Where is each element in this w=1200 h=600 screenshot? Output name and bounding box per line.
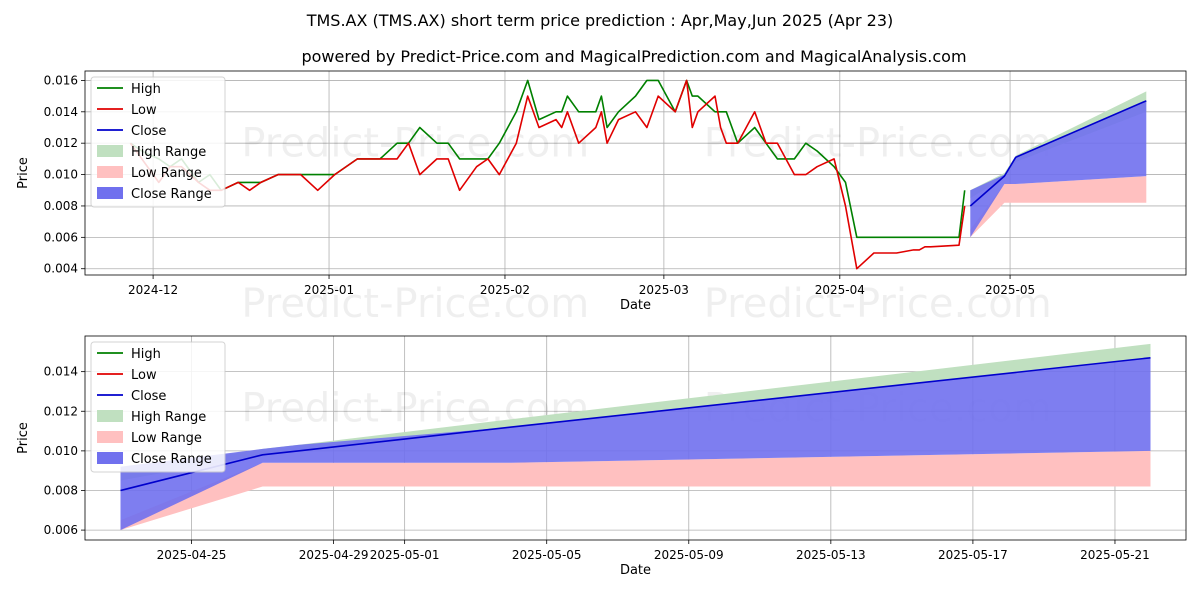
upper-y-tick-label: 0.006 [44,230,78,244]
upper-y-tick-label: 0.014 [44,105,78,119]
lower-legend-label: Low [131,368,157,383]
lower-x-tick-label: 2025-05-13 [796,548,866,562]
lower-y-axis-label: Price [16,422,31,454]
upper-low-line [129,79,966,270]
lower-low-range-band [120,450,1151,531]
lower-x-tick-label: 2025-05-09 [654,548,724,562]
upper-x-tick-label: 2025-04 [815,283,865,297]
lower-x-tick-label: 2025-05-01 [370,548,440,562]
upper-legend-label: High [131,82,161,97]
lower-legend-swatch [97,410,123,422]
upper-legend-swatch [97,187,123,199]
lower-y-tick-label: 0.008 [44,483,78,497]
upper-series [129,79,1147,270]
upper-y-tick-label: 0.008 [44,199,78,213]
lower-legend: High Low Close High Range Low Range Close Ran… [90,341,226,473]
lower-y-tick-label: 0.006 [44,523,78,537]
upper-close-line [969,100,1147,207]
upper-price-panel: 2024-12 2025-01 2025-02 2025-03 2025-04 2025-… [16,70,1187,327]
upper-x-axis-label: Date [620,298,651,313]
lower-high-range-band [120,343,1151,481]
lower-x-axis-label: Date [620,563,651,578]
upper-x-tick-label: 2024-12 [128,283,178,297]
upper-watermark: Predict-Price.com [704,281,1052,327]
lower-legend-frame [90,341,226,473]
lower-x-tick-label: 2025-04-25 [157,548,227,562]
upper-legend-swatch [97,145,123,157]
upper-plot-area [85,71,1186,275]
lower-close-range-band [120,357,1151,531]
lower-x-tick-label: 2025-04-29 [299,548,369,562]
lower-forecast-panel: 2025-04-25 2025-04-29 2025-05-01 2025-05-05… [16,335,1187,578]
upper-x-tick-label: 2025-03 [639,283,689,297]
upper-legend-label: High Range [131,145,206,160]
upper-y-axis-label: Price [16,157,31,189]
upper-legend-swatch [97,166,123,178]
chart-subtitle: powered by Predict-Price.com and Magical… [301,47,966,66]
lower-y-tick-label: 0.010 [44,444,78,458]
lower-y-tick-label: 0.012 [44,404,78,418]
upper-watermark: Predict-Price.com [241,121,589,167]
lower-legend-label: High Range [131,410,206,425]
lower-legend-label: Close Range [131,452,212,467]
upper-legend-label: Close Range [131,187,212,202]
upper-y-tick-label: 0.012 [44,136,78,150]
lower-axes-frame [84,335,1187,541]
upper-y-tick-label: 0.010 [44,168,78,182]
upper-y-tick-label: 0.004 [44,262,78,276]
upper-low-range-band [970,176,1147,238]
lower-legend-label: Low Range [131,431,202,446]
lower-legend-label: High [131,347,161,362]
upper-x-tick-label: 2025-02 [480,283,530,297]
lower-legend-swatch [97,431,123,443]
lower-y-tick-label: 0.014 [44,365,78,379]
upper-watermark: Predict-Price.com [241,281,589,327]
chart-title: TMS.AX (TMS.AX) short term price predict… [306,11,894,30]
upper-close-range-band [970,100,1147,238]
lower-x-tick-label: 2025-05-05 [512,548,582,562]
upper-legend-label: Low Range [131,166,202,181]
lower-x-tick-label: 2025-05-21 [1080,548,1150,562]
lower-x-tick-label: 2025-05-17 [938,548,1008,562]
lower-legend-label: Close [131,389,166,404]
upper-axes-frame [84,70,1187,276]
upper-legend: High Low Close High Range Low Range Close Ran… [90,76,226,208]
lower-legend-swatch [97,452,123,464]
upper-x-tick-label: 2025-01 [304,283,354,297]
upper-watermark: Predict-Price.com [704,121,1052,167]
upper-x-tick-label: 2025-05 [985,283,1035,297]
upper-legend-frame [90,76,226,208]
upper-y-tick-label: 0.016 [44,73,78,87]
upper-legend-label: Low [131,103,157,118]
upper-legend-label: Close [131,124,166,139]
